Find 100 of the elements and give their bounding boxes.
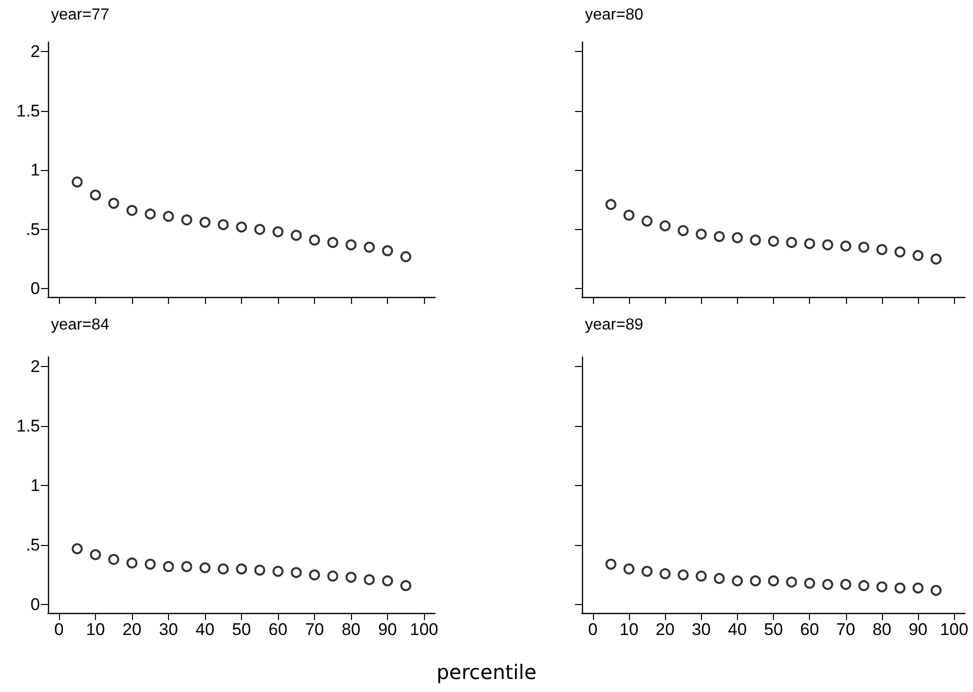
- x-tick-label: 20: [656, 620, 675, 639]
- point: [642, 216, 653, 227]
- x-tick-label: 100: [410, 620, 438, 639]
- point: [126, 204, 138, 216]
- point: [181, 214, 192, 226]
- x-tick-label: 30: [692, 620, 711, 639]
- point: [768, 236, 779, 247]
- point: [346, 239, 357, 250]
- point: [90, 190, 101, 200]
- x-tick-label: 90: [378, 620, 397, 639]
- point: [236, 563, 247, 574]
- point: [930, 254, 942, 265]
- point: [912, 582, 924, 594]
- x-tick-label: 0: [588, 620, 598, 639]
- point: [858, 242, 870, 253]
- point: [162, 210, 174, 222]
- y-tick-label: 2: [30, 357, 40, 376]
- y-tick-label: 1.5: [16, 416, 40, 436]
- point: [605, 198, 616, 210]
- point: [108, 554, 120, 565]
- point: [200, 562, 210, 574]
- point: [162, 561, 174, 572]
- point: [822, 578, 834, 590]
- point: [400, 251, 412, 262]
- x-tick-label: 80: [342, 620, 360, 639]
- y-tick-label: .5: [26, 536, 40, 555]
- chart-title: year=80: [585, 6, 644, 24]
- point: [642, 566, 653, 577]
- point: [364, 242, 375, 253]
- point: [290, 230, 302, 241]
- point: [660, 220, 671, 232]
- y-tick-label: 2: [30, 42, 40, 61]
- point: [876, 581, 888, 592]
- y-tick-label: 1: [30, 476, 40, 496]
- point: [90, 549, 101, 560]
- point: [714, 231, 725, 242]
- x-tick-label: 70: [305, 620, 324, 639]
- point: [144, 208, 156, 220]
- point: [382, 575, 394, 586]
- point: [236, 222, 247, 233]
- point: [678, 569, 689, 580]
- point: [254, 224, 266, 235]
- point: [623, 210, 634, 221]
- point: [678, 225, 689, 236]
- x-tick-label: 50: [232, 620, 251, 639]
- point: [346, 572, 357, 583]
- point: [660, 568, 671, 580]
- point: [200, 216, 210, 228]
- point: [309, 234, 320, 246]
- point: [327, 570, 338, 582]
- x-tick-label: 50: [764, 620, 783, 639]
- point: [750, 234, 761, 246]
- x-tick-label: 100: [940, 620, 968, 639]
- x-tick-label: 10: [86, 620, 105, 639]
- chart-title: year=77: [51, 6, 110, 24]
- x-tick-label: 40: [196, 620, 214, 639]
- x-tick-label: 20: [122, 620, 142, 639]
- point: [144, 558, 156, 570]
- x-tick-label: 40: [728, 620, 747, 639]
- point: [768, 575, 779, 586]
- x-tick-label: 70: [836, 620, 856, 639]
- point: [108, 198, 120, 209]
- point: [254, 564, 266, 576]
- point: [605, 558, 616, 570]
- point: [750, 575, 761, 586]
- x-tick-label: 90: [908, 620, 928, 639]
- x-axis-title: percentile: [435, 660, 538, 684]
- point: [930, 584, 942, 596]
- point: [400, 580, 412, 592]
- point: [858, 580, 870, 592]
- point: [876, 244, 888, 256]
- point: [623, 563, 634, 574]
- y-tick-label: .5: [26, 220, 40, 239]
- point: [732, 575, 743, 586]
- point: [218, 219, 229, 230]
- point: [804, 578, 816, 589]
- point: [309, 569, 320, 580]
- chart-title: year=84: [51, 316, 110, 334]
- x-tick-label: 30: [159, 620, 178, 639]
- point: [696, 570, 707, 582]
- point: [181, 561, 192, 572]
- point: [382, 245, 394, 256]
- point: [290, 567, 302, 578]
- y-tick-label: 0: [30, 595, 40, 614]
- chart-title: year=89: [585, 316, 644, 334]
- y-tick-label: 1.5: [16, 101, 40, 120]
- point: [822, 239, 834, 250]
- x-tick-label: 80: [872, 620, 892, 639]
- point: [840, 578, 852, 590]
- x-tick-label: 0: [54, 620, 64, 639]
- point: [894, 246, 906, 258]
- x-tick-label: 10: [620, 620, 638, 639]
- point: [272, 566, 284, 577]
- point: [912, 250, 924, 261]
- x-tick-label: 60: [268, 620, 288, 639]
- point: [126, 557, 138, 568]
- point: [804, 238, 816, 250]
- point: [786, 236, 798, 248]
- point: [786, 576, 798, 588]
- point: [72, 543, 83, 554]
